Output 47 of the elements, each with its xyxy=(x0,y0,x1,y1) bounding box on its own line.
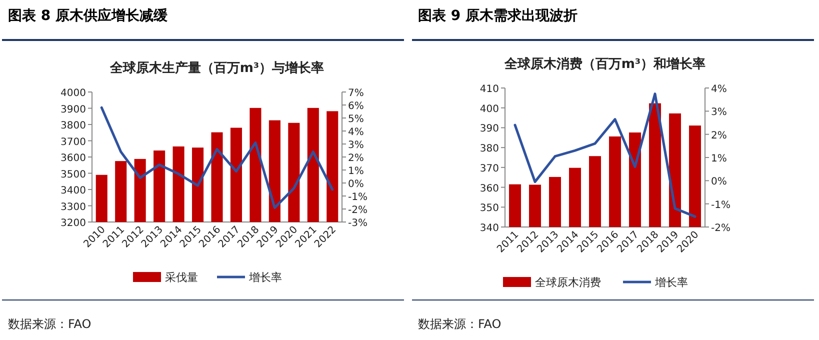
y2-tick-label: 0% xyxy=(348,179,364,190)
y2-tick-label: 4% xyxy=(711,84,727,95)
y-tick-label: 3500 xyxy=(60,169,86,180)
y2-tick-label: 5% xyxy=(348,114,364,125)
legend-label: 增长率 xyxy=(248,271,282,284)
y2-tick-label: 3% xyxy=(348,140,364,151)
chart-title: 图表 8 原木供应增长减缓 xyxy=(8,7,168,24)
y2-tick-label: 1% xyxy=(348,166,364,177)
y-tick-label: 4000 xyxy=(60,88,86,99)
y2-tick-label: -1% xyxy=(711,200,730,211)
y-tick-label: 3700 xyxy=(60,136,86,148)
y-tick-label: 3600 xyxy=(60,153,86,164)
y-tick-label: 3400 xyxy=(60,186,86,196)
chart-subtitle: 全球原木生产量（百万m³）与增长率 xyxy=(108,60,324,76)
y-tick-label: 410 xyxy=(480,84,499,95)
legend-label: 增长率 xyxy=(654,276,688,289)
y2-tick-label: 0% xyxy=(711,176,727,188)
y2-tick-label: -2% xyxy=(348,205,368,216)
y-tick-label: 350 xyxy=(480,203,499,214)
chart-subtitle: 全球原木消费（百万m³）和增长率 xyxy=(503,56,706,72)
y2-tick-label: -3% xyxy=(348,218,368,229)
y2-tick-label: -1% xyxy=(348,192,368,203)
y2-tick-label: 3% xyxy=(711,107,727,118)
line-series xyxy=(100,106,334,209)
y2-tick-label: 6% xyxy=(348,101,364,112)
legend-label: 采伐量 xyxy=(165,271,198,284)
y-tick-label: 380 xyxy=(480,144,499,155)
y-tick-label: 3300 xyxy=(60,202,86,213)
y2-tick-label: -2% xyxy=(711,223,730,234)
y-tick-label: 400 xyxy=(480,104,499,115)
legend-label: 全球原木消费 xyxy=(535,276,601,289)
source-note: 数据来源：FAO xyxy=(418,317,502,331)
y-tick-label: 340 xyxy=(480,223,499,234)
y-tick-label: 390 xyxy=(480,124,499,135)
y2-tick-label: 4% xyxy=(348,127,364,138)
y2-tick-label: 2% xyxy=(711,130,727,142)
y-tick-label: 3800 xyxy=(60,120,86,132)
y2-tick-label: 2% xyxy=(348,153,364,164)
y2-tick-label: 1% xyxy=(711,154,727,164)
source-note: 数据来源：FAO xyxy=(8,317,92,331)
y2-tick-label: 7% xyxy=(348,88,364,99)
y-tick-label: 370 xyxy=(480,163,499,174)
y-tick-label: 3200 xyxy=(60,218,86,229)
y-tick-label: 360 xyxy=(480,183,499,194)
line-series xyxy=(514,92,696,218)
chart-title: 图表 9 原木需求出现波折 xyxy=(418,8,578,24)
y-tick-label: 3900 xyxy=(60,104,86,116)
